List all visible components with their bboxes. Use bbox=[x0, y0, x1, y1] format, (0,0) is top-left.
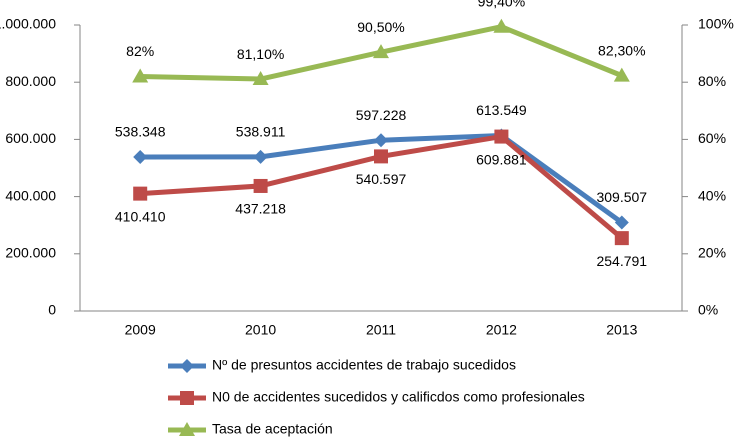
marker bbox=[133, 186, 148, 201]
y-tick-label: 200.000 bbox=[5, 245, 56, 261]
y-tick-label: 1.000.000 bbox=[0, 16, 56, 32]
marker bbox=[614, 215, 629, 230]
marker bbox=[253, 149, 268, 164]
x-tick-label: 2009 bbox=[125, 322, 156, 338]
marker bbox=[180, 359, 194, 373]
marker bbox=[614, 231, 629, 246]
data-label: 81,10% bbox=[237, 46, 284, 62]
y-tick-label: 0 bbox=[48, 302, 56, 318]
x-tick-label: 2013 bbox=[606, 322, 637, 338]
marker bbox=[613, 67, 630, 82]
data-label: 82% bbox=[126, 43, 154, 59]
y-tick-label: 800.000 bbox=[5, 73, 56, 89]
y-tick-label: 600.000 bbox=[5, 130, 56, 146]
y2-tick-label: 40% bbox=[698, 187, 726, 203]
y2-tick-label: 20% bbox=[698, 245, 726, 261]
x-tick-label: 2012 bbox=[486, 322, 517, 338]
marker bbox=[494, 129, 509, 144]
data-label: 309.507 bbox=[596, 189, 647, 205]
data-label: 538.911 bbox=[236, 124, 286, 140]
y2-tick-label: 60% bbox=[698, 130, 726, 146]
marker bbox=[132, 68, 149, 83]
data-label: 538.348 bbox=[115, 124, 166, 140]
data-label: 410.410 bbox=[115, 208, 166, 224]
data-label: 254.791 bbox=[596, 253, 647, 269]
data-label: 90,50% bbox=[357, 19, 404, 35]
y2-tick-label: 100% bbox=[698, 16, 734, 32]
legend-label: N0 de accidentes sucedidos y calificdos … bbox=[212, 389, 585, 405]
y2-tick-label: 0% bbox=[698, 302, 718, 318]
data-label: 437.218 bbox=[235, 201, 286, 217]
marker bbox=[253, 178, 268, 193]
data-label: 613.549 bbox=[476, 102, 527, 118]
data-label: 597.228 bbox=[356, 107, 407, 123]
marker bbox=[493, 18, 510, 33]
data-label: 82,30% bbox=[598, 42, 645, 58]
y2-tick-label: 80% bbox=[698, 73, 726, 89]
x-tick-label: 2011 bbox=[366, 322, 396, 338]
marker bbox=[374, 149, 388, 164]
y-tick-label: 400.000 bbox=[5, 187, 56, 203]
marker bbox=[179, 422, 195, 436]
legend-label: Tasa de aceptación bbox=[212, 421, 333, 437]
data-label: 609.881 bbox=[476, 151, 527, 167]
data-label: 99,40% bbox=[478, 0, 525, 9]
marker bbox=[373, 44, 389, 59]
marker bbox=[180, 391, 194, 405]
legend-label: Nº de presuntos accidentes de trabajo su… bbox=[212, 357, 516, 373]
marker bbox=[374, 133, 388, 148]
data-label: 540.597 bbox=[356, 171, 407, 187]
marker bbox=[252, 71, 269, 86]
marker bbox=[133, 150, 148, 165]
x-tick-label: 2010 bbox=[245, 322, 276, 338]
